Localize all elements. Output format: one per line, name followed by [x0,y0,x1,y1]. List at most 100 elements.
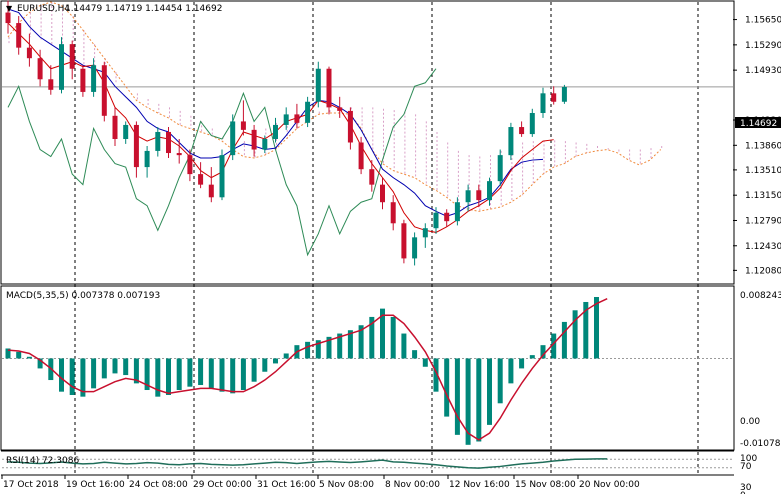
time-tick-label: 31 Oct 16:00 [257,480,316,490]
macd-bar [497,358,503,404]
ichimoku-lines [7,1,662,257]
rsi-tick-30: 30 [740,483,752,493]
macd-bar [315,340,321,359]
macd-bar [561,321,567,359]
price-tick-label: 1.12430 [745,242,781,252]
candle-body [91,65,97,92]
candle-body [240,121,246,130]
macd-bar [433,358,439,392]
price-tick-label: 1.13150 [745,191,781,201]
candle-body [551,93,557,102]
kijun-line [7,8,544,217]
candle-body [26,47,32,59]
rsi-tick-70: 70 [740,462,752,472]
macd-bar [16,351,22,359]
candle-body [358,142,364,170]
rsi-layer [2,458,733,469]
rsi-title: RSI(14) 72.3086 [6,456,79,466]
macd-bar [230,358,236,394]
price-tick-label: 1.12790 [745,216,781,226]
grid-layer [2,2,733,475]
macd-bar [572,310,578,359]
macd-bar [26,356,32,359]
candle-body [219,155,225,198]
candle-body [380,184,385,203]
candle-body [305,101,311,123]
macd-bar [37,358,43,369]
candle-body [176,153,182,156]
macd-bar [380,308,385,359]
macd-bar [369,316,375,359]
time-tick-label: 15 Nov 08:00 [515,480,576,490]
candle-body [465,190,471,203]
candle-body [519,127,525,135]
candle-body [476,190,482,201]
candle-body [454,202,460,222]
time-axis: 17 Oct 2018 19 Oct 16:00 24 Oct 08:00 29 Oc… [1,475,640,490]
macd-bar [444,358,450,417]
candle-body [390,202,396,224]
candle-body [208,184,214,198]
candle-body [198,174,204,185]
indicator-pane-frame [0,285,735,451]
macd-bar [326,336,332,359]
price-tick-label: 1.15650 [745,16,781,26]
candle-body [123,124,129,139]
macd-bar [583,301,589,359]
price-tick-label: 1.14930 [745,66,781,76]
macd-bar [91,358,97,389]
candle-body [112,115,118,139]
candle-body [230,121,236,156]
macd-bar [166,358,171,395]
tenkan-line [7,22,554,233]
macd-bar [529,355,535,359]
candle-body [508,127,514,156]
macd-signal-line [7,297,608,441]
collapse-arrow-icon[interactable]: ▼ [6,4,13,13]
macd-bar [69,358,75,395]
macd-bar [540,345,546,359]
candle-body [315,68,321,102]
symbol-title: EURUSD,H4 [17,4,70,14]
chikou-line [7,68,437,257]
macd-bar [465,358,471,445]
macd-bar [208,358,214,389]
candle-body [166,131,171,154]
candle-body [144,150,150,168]
macd-bar [101,358,107,379]
senkou-b-line [7,1,662,212]
candle-body [412,237,418,259]
time-tick-label: 17 Oct 2018 [3,480,59,490]
rsi-tick-0: 0 [740,491,746,494]
macd-bar [347,330,353,359]
last-price-tag [735,117,781,128]
macd-bar [551,333,557,359]
candle-body [251,129,257,150]
candle-body [369,169,375,185]
ichimoku-cloud [8,2,663,212]
last-price-label: 1.14692 [740,119,777,129]
macd-bar [133,358,139,384]
macd-bar [508,358,514,384]
candle-body [37,58,43,80]
price-tick-label: 1.13510 [745,166,781,176]
macd-bar [519,358,525,369]
rsi-line [7,458,608,469]
candle-body [422,228,428,238]
macd-bar [487,358,492,425]
macd-bar [198,358,204,386]
candle-body [59,44,64,90]
price-tick-label: 1.12080 [745,266,781,276]
macd-bar [273,358,278,364]
candle-body [497,155,503,182]
macd-bar [240,358,246,391]
candle-body [294,114,300,123]
macd-bar [594,297,599,359]
macd-bar [390,316,396,359]
candle-body [16,23,22,48]
time-tick-label: 8 Nov 00:00 [385,480,440,490]
macd-tick-high: 0.008243 [740,291,781,301]
candle-body [273,124,278,139]
macd-bar [219,358,225,392]
